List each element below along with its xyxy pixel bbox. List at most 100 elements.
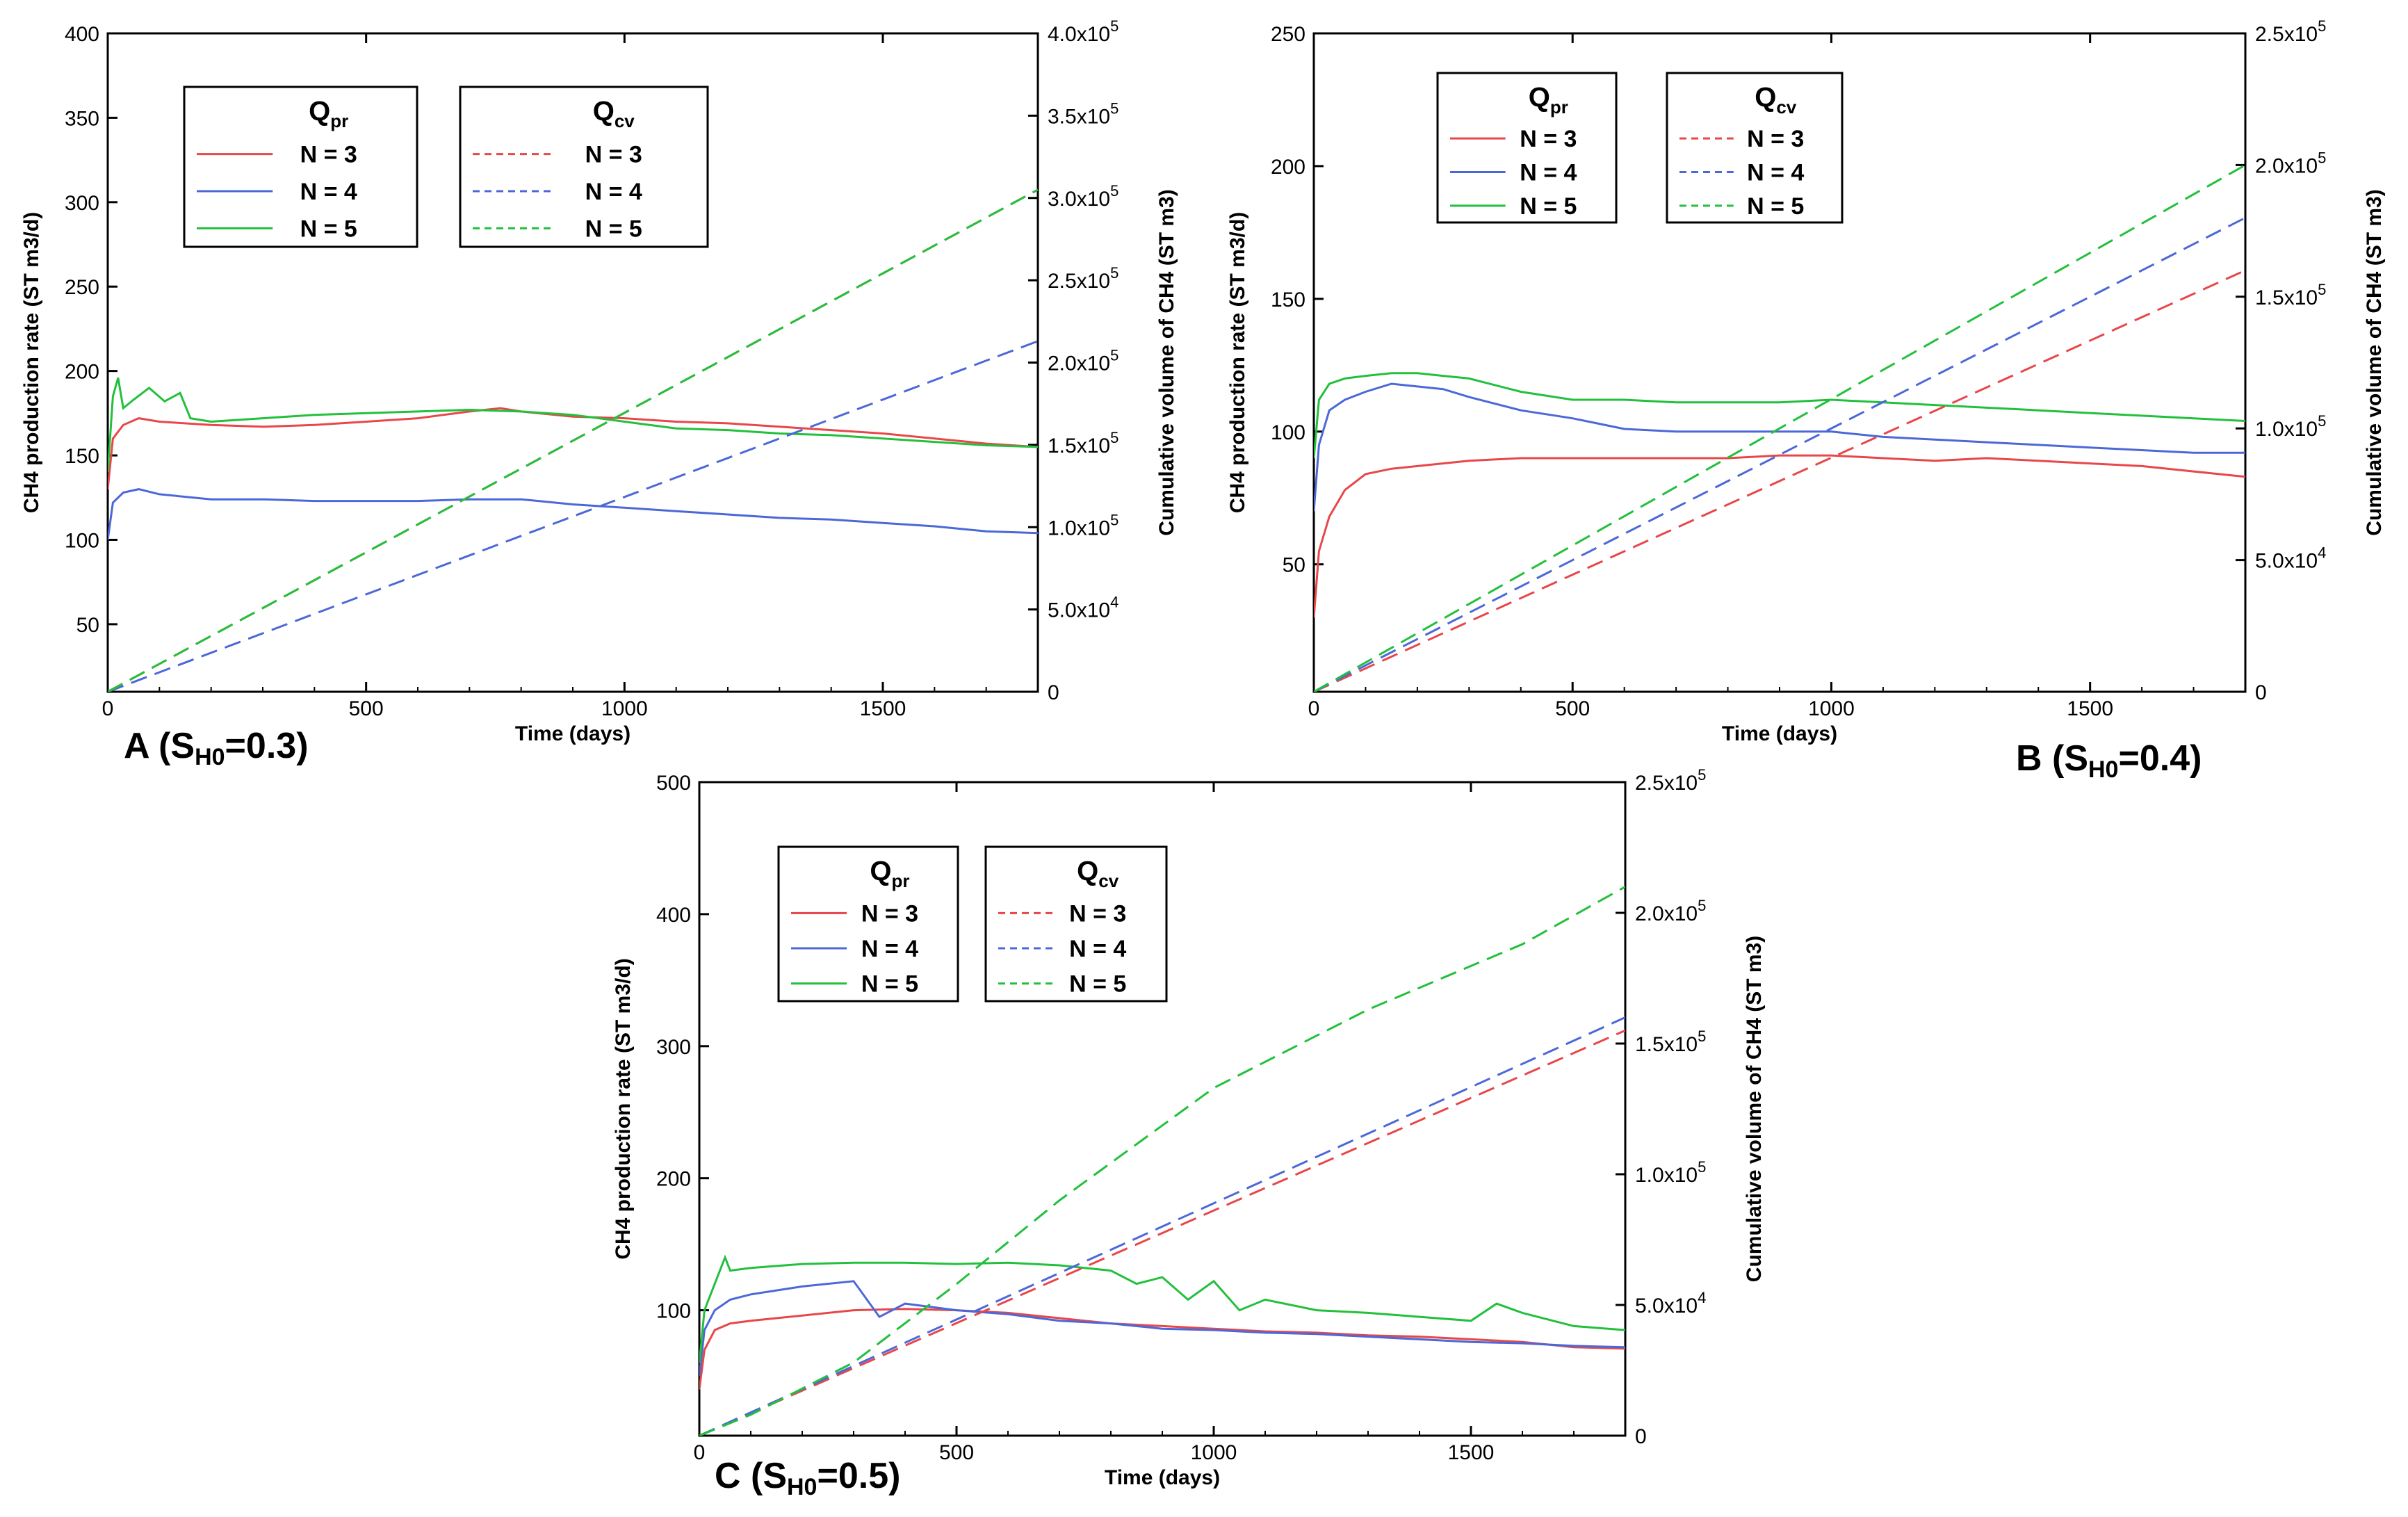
y2-axis-label: Cumulative volume of CH4 (ST m3) bbox=[1743, 936, 1766, 1282]
y-tick-label: 250 bbox=[65, 276, 99, 299]
legend-box bbox=[183, 86, 418, 248]
legend-entry-label: N = 4 bbox=[1520, 160, 1577, 186]
legend-box bbox=[777, 845, 959, 1003]
series-line-qcv-n-4 bbox=[699, 1016, 1625, 1436]
y-axis-label: CH4 production rate (ST m3/d) bbox=[612, 958, 635, 1259]
y2-tick-label: 0 bbox=[1048, 681, 1059, 704]
legend-entry-label: N = 4 bbox=[861, 936, 918, 962]
legend-title: Qpr bbox=[309, 96, 348, 131]
y-axis-label: CH4 production rate (ST m3/d) bbox=[1226, 212, 1249, 513]
y2-tick-label: 1.5x105 bbox=[2255, 281, 2326, 309]
legend-entry-label: N = 4 bbox=[1069, 936, 1126, 962]
y2-tick-label: 4.0x105 bbox=[1048, 17, 1118, 46]
legend-entry-label: N = 5 bbox=[1520, 193, 1577, 220]
series-group bbox=[699, 886, 1625, 1436]
legend-entry-label: N = 5 bbox=[585, 216, 642, 242]
legend-box bbox=[1436, 72, 1618, 224]
y2-axis-label: Cumulative volume of CH4 (ST m3) bbox=[2363, 189, 2386, 535]
series-line-qpr-n-5 bbox=[1314, 372, 2245, 459]
x-tick-label: 500 bbox=[939, 1441, 974, 1464]
series-line-qpr-n-3 bbox=[1314, 454, 2245, 618]
series-group bbox=[1314, 164, 2245, 692]
x-tick-label: 1500 bbox=[860, 697, 906, 720]
series-line-qcv-n-5 bbox=[699, 886, 1625, 1436]
x-tick-label: 1500 bbox=[2067, 697, 2113, 720]
legend-box bbox=[984, 845, 1168, 1003]
series-group bbox=[108, 188, 1038, 692]
series-line-qpr-n-3 bbox=[108, 407, 1038, 489]
legend-entry-label: N = 5 bbox=[300, 216, 357, 242]
y2-tick-label: 2.0x105 bbox=[1048, 347, 1118, 375]
series-line-qpr-n-4 bbox=[1314, 382, 2245, 512]
y-tick-label: 150 bbox=[1271, 289, 1305, 311]
legend-entry-label: N = 5 bbox=[861, 971, 918, 998]
y2-tick-label: 5.0x104 bbox=[1048, 594, 1118, 622]
y2-tick-label: 5.0x104 bbox=[2255, 544, 2326, 573]
legend-qcv: Qcv N = 3 N = 4 N = 5 bbox=[1666, 72, 1844, 224]
series-line-qcv-n-5 bbox=[108, 188, 1038, 692]
panel-c: 0 500 1000 1500 100 200 300 400 500 0 5.0x104 1.0x1… bbox=[612, 766, 1766, 1500]
x-axis-label: Time (days) bbox=[1722, 722, 1837, 745]
legend-entry-label: N = 3 bbox=[861, 900, 918, 927]
series-line-qcv-n-3 bbox=[699, 1029, 1625, 1436]
y2-tick-label: 3.5x105 bbox=[1048, 99, 1118, 128]
y-axis-label: CH4 production rate (ST m3/d) bbox=[20, 212, 43, 513]
panel-label: B (SH0=0.4) bbox=[2016, 738, 2202, 783]
x-tick-label: 0 bbox=[1308, 697, 1320, 720]
panel-label: C (SH0=0.5) bbox=[715, 1456, 900, 1500]
panel-b: 0 500 1000 1500 50 100 150 200 250 0 5.0x104 1.0x10… bbox=[1226, 17, 2386, 783]
legend-title: Qcv bbox=[1755, 82, 1797, 117]
y-tick-label: 200 bbox=[656, 1168, 691, 1191]
y-tick-label: 400 bbox=[65, 23, 99, 46]
legend-entry-label: N = 3 bbox=[585, 142, 642, 168]
legend-entry-label: N = 5 bbox=[1069, 971, 1126, 998]
y2-tick-label: 1.5x105 bbox=[1048, 429, 1118, 457]
legend-box bbox=[1666, 72, 1844, 224]
x-tick-label: 500 bbox=[1555, 697, 1590, 720]
series-line-qpr-n-3 bbox=[699, 1308, 1625, 1390]
y2-tick-label: 2.0x105 bbox=[2255, 149, 2326, 177]
panel-a: 0 500 1000 1500 50 100 150 200 250 300 350 400 0 5.0x… bbox=[20, 17, 1178, 770]
y2-tick-label: 1.0x105 bbox=[2255, 412, 2326, 441]
y-tick-label: 200 bbox=[1271, 156, 1305, 179]
y-tick-label: 50 bbox=[76, 614, 99, 637]
x-tick-label: 500 bbox=[349, 697, 384, 720]
y2-tick-label: 2.0x105 bbox=[1635, 897, 1706, 925]
legend-qcv: Qcv N = 3 N = 4 N = 5 bbox=[984, 845, 1168, 1003]
x-tick-label: 0 bbox=[694, 1441, 706, 1464]
legend-entry-label: N = 3 bbox=[1520, 126, 1577, 152]
series-line-qpr-n-5 bbox=[108, 377, 1038, 473]
legend-title: Qcv bbox=[1077, 856, 1119, 891]
series-line-qcv-n-3 bbox=[1314, 269, 2245, 692]
y2-tick-label: 5.0x104 bbox=[1635, 1289, 1706, 1317]
series-line-qcv-n-4 bbox=[108, 340, 1038, 692]
y2-axis-label: Cumulative volume of CH4 (ST m3) bbox=[1155, 189, 1178, 535]
y-tick-label: 350 bbox=[65, 107, 99, 130]
y-tick-label: 300 bbox=[65, 192, 99, 215]
y-tick-label: 100 bbox=[65, 529, 99, 552]
series-line-qpr-n-4 bbox=[108, 488, 1038, 540]
y-tick-label: 150 bbox=[65, 445, 99, 468]
y-tick-label: 300 bbox=[656, 1036, 691, 1059]
x-tick-label: 1000 bbox=[1808, 697, 1855, 720]
legend-entry-label: N = 4 bbox=[585, 179, 642, 205]
series-line-qpr-n-5 bbox=[699, 1254, 1625, 1363]
y-tick-label: 400 bbox=[656, 904, 691, 927]
y-tick-label: 500 bbox=[656, 772, 691, 795]
legend-title: Qpr bbox=[1529, 82, 1568, 117]
y-tick-label: 250 bbox=[1271, 23, 1305, 46]
legend-entry-label: N = 3 bbox=[1069, 900, 1126, 927]
y-tick-label: 100 bbox=[656, 1300, 691, 1323]
legend-qcv: Qcv N = 3 N = 4 N = 5 bbox=[459, 86, 709, 248]
x-tick-label: 1000 bbox=[601, 697, 648, 720]
y2-tick-label: 1.5x105 bbox=[1635, 1028, 1706, 1056]
y2-tick-label: 0 bbox=[2255, 681, 2267, 704]
series-line-qpr-n-4 bbox=[699, 1280, 1625, 1377]
x-tick-label: 1000 bbox=[1191, 1441, 1237, 1464]
legend-entry-label: N = 4 bbox=[300, 179, 357, 205]
legend-entry-label: N = 5 bbox=[1747, 193, 1804, 220]
y-tick-label: 200 bbox=[65, 361, 99, 384]
legend-qpr: Qpr N = 3 N = 4 N = 5 bbox=[183, 86, 418, 248]
